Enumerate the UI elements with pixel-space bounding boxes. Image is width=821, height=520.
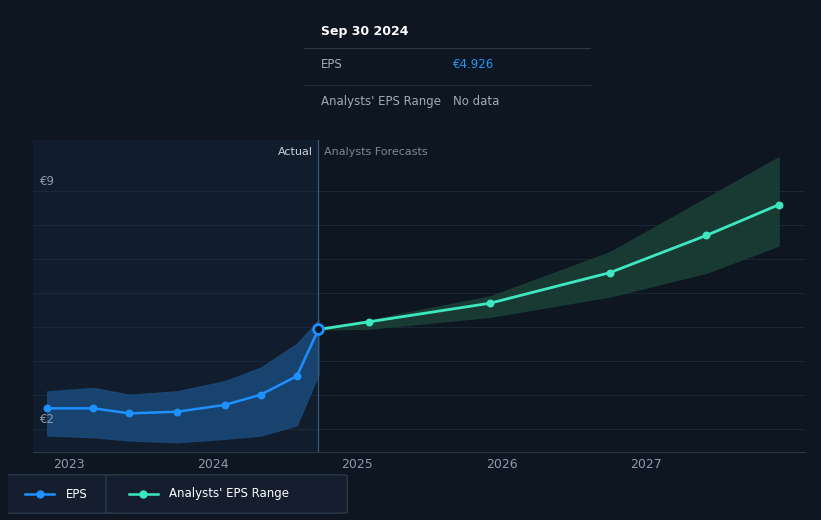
- Text: EPS: EPS: [321, 58, 342, 71]
- Text: Analysts' EPS Range: Analysts' EPS Range: [321, 95, 441, 108]
- Bar: [33, 140, 319, 452]
- Text: €9: €9: [40, 175, 55, 188]
- Point: [700, 231, 713, 240]
- Text: No data: No data: [453, 95, 499, 108]
- Point: [291, 372, 304, 380]
- Point: [218, 401, 232, 409]
- Point: [772, 201, 785, 209]
- Bar: [319, 140, 805, 452]
- Point: [33, 490, 46, 498]
- Point: [87, 404, 100, 412]
- Text: Analysts Forecasts: Analysts Forecasts: [324, 147, 428, 157]
- Point: [312, 326, 325, 334]
- Point: [171, 408, 184, 416]
- Point: [362, 318, 375, 326]
- Text: Sep 30 2024: Sep 30 2024: [321, 25, 409, 38]
- Text: Analysts' EPS Range: Analysts' EPS Range: [169, 488, 289, 500]
- Point: [41, 404, 54, 412]
- Text: Actual: Actual: [277, 147, 313, 157]
- Text: €2: €2: [40, 413, 55, 426]
- Point: [136, 490, 149, 498]
- FancyBboxPatch shape: [2, 475, 117, 513]
- FancyBboxPatch shape: [106, 475, 347, 513]
- Point: [484, 299, 497, 307]
- Point: [312, 326, 325, 334]
- Point: [123, 409, 136, 418]
- Text: €4.926: €4.926: [453, 58, 494, 71]
- Point: [312, 326, 325, 334]
- Point: [255, 391, 268, 399]
- Text: EPS: EPS: [66, 488, 87, 500]
- Point: [603, 268, 617, 277]
